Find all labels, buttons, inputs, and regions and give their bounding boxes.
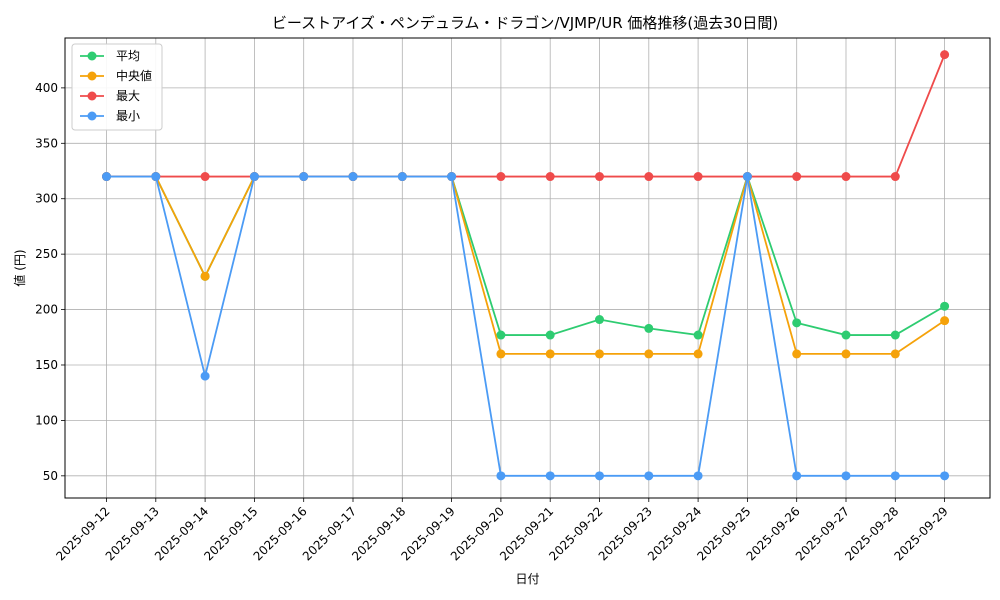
- data-point: [890, 471, 900, 481]
- series-layer: [102, 50, 950, 481]
- y-tick-label: 350: [35, 136, 58, 150]
- series-line: [106, 173, 946, 337]
- legend-item: 最大: [80, 89, 140, 103]
- data-point: [200, 172, 210, 182]
- data-point: [693, 330, 703, 340]
- series-line: [106, 173, 946, 355]
- data-point: [693, 471, 703, 481]
- legend-item: 最小: [80, 109, 140, 123]
- data-point: [299, 172, 309, 182]
- legend-marker: [87, 51, 97, 61]
- data-point: [841, 172, 851, 182]
- data-point: [249, 172, 259, 182]
- y-tick-label: 100: [35, 413, 58, 427]
- x-axis-label: 日付: [515, 572, 539, 586]
- data-point: [841, 471, 851, 481]
- data-point: [545, 330, 555, 340]
- data-point: [595, 315, 604, 325]
- data-point: [496, 330, 506, 340]
- data-point: [397, 172, 407, 182]
- data-point: [644, 323, 654, 333]
- legend-label: 最小: [116, 109, 140, 123]
- data-point: [890, 172, 900, 182]
- plot-frame: [64, 37, 991, 499]
- data-point: [890, 349, 900, 359]
- data-point: [890, 330, 900, 340]
- data-point: [200, 371, 210, 381]
- data-point: [841, 349, 851, 359]
- series-1: [102, 172, 950, 359]
- data-point: [742, 172, 752, 182]
- legend-item: 中央値: [80, 68, 152, 83]
- data-point: [792, 471, 802, 481]
- data-point: [940, 301, 950, 311]
- data-point: [940, 471, 950, 481]
- data-point: [496, 172, 506, 182]
- y-tick-label: 250: [35, 247, 58, 261]
- data-point: [693, 172, 703, 182]
- legend-item: 平均: [80, 49, 140, 63]
- legend-box: [71, 43, 163, 131]
- data-point: [940, 50, 950, 60]
- series-2: [102, 50, 950, 182]
- y-tick-label: 200: [35, 303, 58, 317]
- series-line: [106, 54, 946, 178]
- data-point: [644, 349, 654, 359]
- data-point: [644, 172, 654, 182]
- y-tick-label: 50: [43, 469, 58, 483]
- y-axis-label: 値 (円): [12, 249, 27, 286]
- series-line: [106, 175, 945, 477]
- legend-label: 平均: [116, 49, 140, 63]
- data-point: [545, 172, 555, 182]
- data-point: [595, 349, 604, 359]
- data-point: [545, 471, 555, 481]
- chart-title: ビーストアイズ・ペンデュラム・ドラゴン/VJMP/UR 価格推移(過去30日間): [272, 14, 778, 32]
- legend-label: 最大: [116, 89, 140, 103]
- data-point: [792, 349, 802, 359]
- legend-marker: [87, 111, 97, 121]
- y-tick-label: 400: [35, 81, 58, 95]
- legend-marker: [87, 91, 97, 101]
- data-point: [496, 349, 506, 359]
- x-axis: 2025-09-122025-09-132025-09-142025-09-15…: [53, 498, 951, 563]
- data-point: [792, 318, 802, 328]
- series-0: [102, 172, 950, 340]
- data-point: [644, 471, 654, 481]
- y-tick-label: 300: [35, 192, 58, 206]
- data-point: [545, 349, 555, 359]
- data-point: [200, 271, 210, 281]
- data-point: [348, 172, 358, 182]
- data-point: [940, 316, 950, 326]
- data-point: [595, 471, 604, 481]
- data-point: [693, 349, 703, 359]
- data-point: [102, 172, 111, 182]
- data-point: [841, 330, 851, 340]
- data-point: [595, 172, 604, 182]
- data-point: [151, 172, 161, 182]
- grid-lines: [65, 38, 990, 498]
- y-axis: 50 100 150 200 250 300 350 400: [35, 81, 65, 483]
- data-point: [496, 471, 506, 481]
- legend-marker: [87, 71, 97, 81]
- legend-label: 中央値: [116, 68, 152, 83]
- series-3: [102, 172, 950, 481]
- y-tick-label: 150: [35, 358, 58, 372]
- data-point: [447, 172, 457, 182]
- data-point: [792, 172, 802, 182]
